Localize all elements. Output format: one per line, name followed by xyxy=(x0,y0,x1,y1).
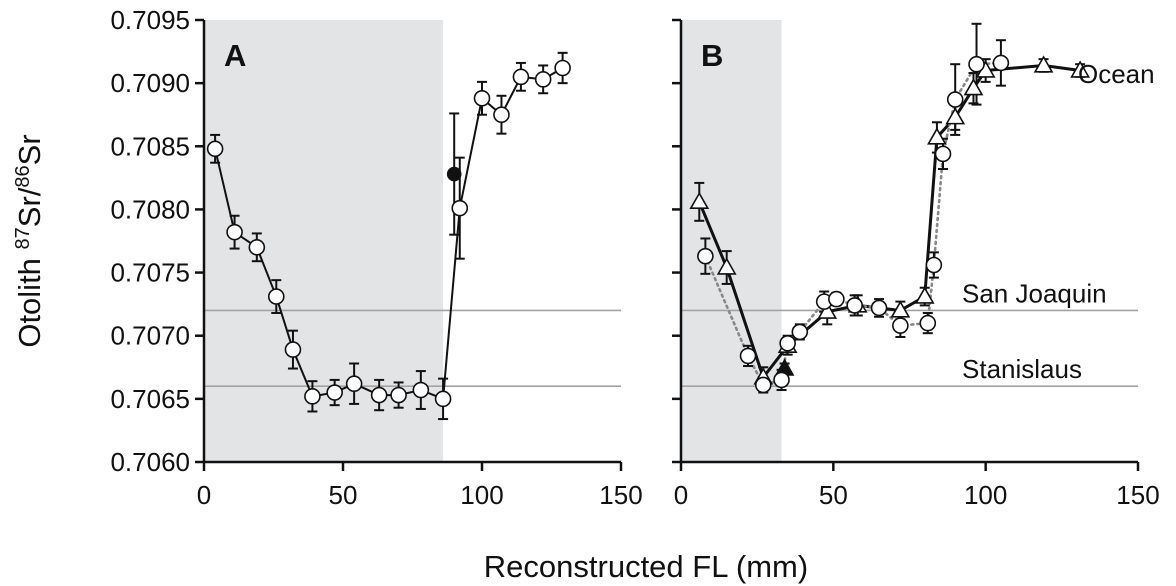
point-b-0-8 xyxy=(927,127,947,145)
point-b-2-9 xyxy=(870,299,888,317)
panel-b: San Joaquin Stanislaus 0 50 100 150 B Ocean xyxy=(672,18,1160,510)
point-a-0-2 xyxy=(248,239,266,256)
x-tick-label-b-0: 0 xyxy=(674,480,688,510)
point-b-0-0 xyxy=(689,191,710,210)
point-b-2-14 xyxy=(946,91,964,108)
y-tick-label-4: 0.7080 xyxy=(110,194,190,224)
x-tick-label-a-0: 0 xyxy=(197,480,211,510)
point-b-2-8 xyxy=(846,297,863,314)
point-b-0-9 xyxy=(945,107,966,125)
y-tick-label-7: 0.7095 xyxy=(110,5,190,35)
point-a-0-14 xyxy=(493,106,510,124)
x-tick-label-a-1: 50 xyxy=(329,480,358,510)
y-axis-title-prefix: Otolith xyxy=(12,249,47,347)
point-a-0-4 xyxy=(284,341,302,358)
point-b-2-7 xyxy=(828,290,845,308)
point-b-2-12 xyxy=(925,256,943,274)
y-tick-label-1: 0.7065 xyxy=(110,384,190,414)
point-b-2-4 xyxy=(779,334,796,352)
point-b-0-7 xyxy=(914,286,935,304)
reference-line-label-stanislaus: Stanislaus xyxy=(962,354,1082,384)
point-a-0-15 xyxy=(512,68,530,86)
point-a-0-5 xyxy=(304,388,321,405)
point-b-0-1 xyxy=(716,257,737,275)
point-a-0-8 xyxy=(370,386,388,404)
point-a-0-10 xyxy=(412,381,430,399)
point-a-0-3 xyxy=(267,288,285,305)
shaded-region-a xyxy=(204,20,444,462)
y-tick-label-0: 0.7060 xyxy=(110,447,190,477)
panel-letter-b: B xyxy=(701,38,723,73)
point-a-0-13 xyxy=(473,89,491,107)
x-tick-label-b-1: 50 xyxy=(819,480,848,510)
point-b-2-10 xyxy=(892,317,909,334)
x-tick-label-a-3: 150 xyxy=(599,480,642,510)
x-tick-label-a-2: 100 xyxy=(460,480,503,510)
point-a-0-17 xyxy=(554,59,571,77)
point-a-0-1 xyxy=(226,223,243,241)
point-b-2-0 xyxy=(697,247,714,265)
y-axis-title-mid: Sr/ xyxy=(12,187,47,227)
point-a-0-7 xyxy=(345,375,363,393)
point-a-0-6 xyxy=(326,384,343,401)
point-b-2-2 xyxy=(754,376,772,394)
point-b-2-13 xyxy=(934,145,952,163)
point-b-0-13 xyxy=(1070,60,1090,78)
point-b-0-6 xyxy=(890,300,911,318)
point-a-0-12 xyxy=(451,199,469,217)
point-a-0-11 xyxy=(434,390,452,408)
y-axis-title-sup1: 87 xyxy=(12,227,34,249)
y-axis-title-sup2: 86 xyxy=(12,165,34,187)
y-axis-title-suffix: Sr xyxy=(12,134,47,165)
point-b-2-11 xyxy=(919,314,937,332)
x-tick-label-b-3: 150 xyxy=(1116,480,1159,510)
x-axis-title: Reconstructed FL (mm) xyxy=(484,549,808,584)
point-b-2-3 xyxy=(773,371,790,389)
y-tick-label-6: 0.7090 xyxy=(110,68,190,98)
point-a-0-16 xyxy=(534,71,552,88)
point-b-0-12 xyxy=(1033,55,1054,73)
reference-line-label-san-joaquin: San Joaquin xyxy=(962,278,1107,308)
point-b-2-5 xyxy=(791,323,809,341)
point-b-2-1 xyxy=(739,347,757,365)
point-b-2-16 xyxy=(992,54,1010,72)
point-a-0-0 xyxy=(206,140,224,158)
y-tick-label-2: 0.7070 xyxy=(110,321,190,351)
panel-letter-a: A xyxy=(224,38,246,73)
y-axis-title: Otolith 87Sr/86Sr xyxy=(12,134,47,347)
y-tick-label-3: 0.7075 xyxy=(110,258,190,288)
y-tick-label-5: 0.7085 xyxy=(110,131,190,161)
point-a-0-9 xyxy=(390,386,407,404)
point-a-1-0 xyxy=(446,166,462,182)
x-tick-label-b-2: 100 xyxy=(964,480,1007,510)
point-b-2-15 xyxy=(968,55,985,73)
point-b-0-4 xyxy=(817,301,838,319)
ocean-label: Ocean xyxy=(1078,59,1155,89)
point-b-0-10 xyxy=(963,78,984,96)
panel-a: 0.7060 0.7065 0.7070 0.7075 0.7080 0.7085 0.70… xyxy=(110,5,642,510)
shaded-region-b xyxy=(681,20,782,462)
